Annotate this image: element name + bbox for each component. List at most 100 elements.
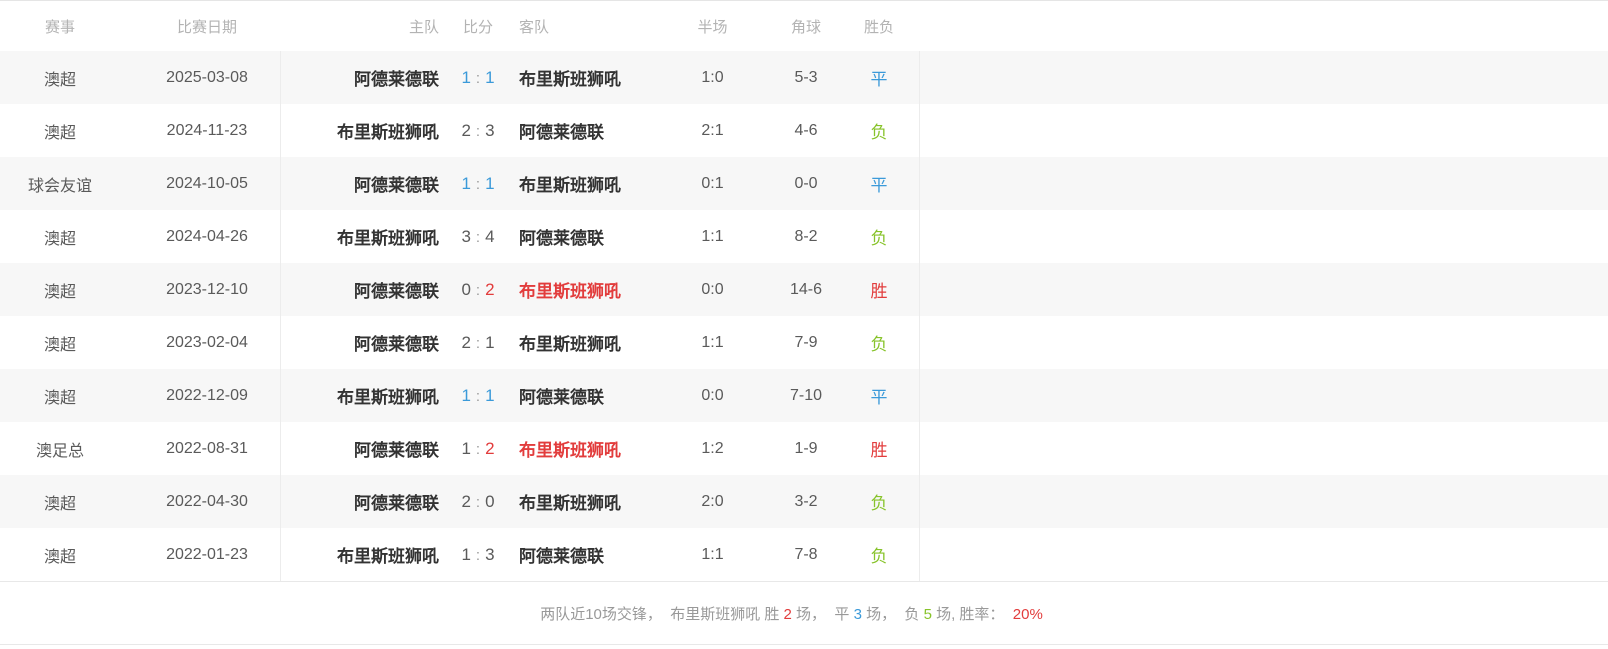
summary-segment: 场， 平 (791, 605, 854, 623)
halftime-cell: 0:0 (701, 280, 724, 298)
halftime-cell: 2:1 (701, 121, 724, 139)
score-colon: : (475, 334, 481, 352)
home-score: 1 (461, 385, 471, 405)
home-team-cell: 阿德莱德联 (354, 70, 439, 89)
away-score: 4 (485, 226, 495, 246)
column-divider-right (919, 51, 920, 581)
date-cell: 2022-08-31 (166, 439, 248, 457)
table-row: 澳超 2022-12-09 布里斯班狮吼 1:1 阿德莱德联 0:0 7-10 … (0, 369, 1608, 422)
away-score: 3 (485, 544, 495, 564)
home-score: 2 (461, 332, 471, 352)
table-row: 澳超 2022-01-23 布里斯班狮吼 1:3 阿德莱德联 1:1 7-8 负 (0, 528, 1608, 581)
table-row: 澳超 2022-04-30 阿德莱德联 2:0 布里斯班狮吼 2:0 3-2 负 (0, 475, 1608, 528)
halftime-cell: 0:1 (701, 174, 724, 192)
date-cell: 2022-12-09 (166, 386, 248, 404)
away-team-cell: 阿德莱德联 (519, 547, 604, 566)
result-cell: 负 (870, 494, 888, 513)
header-competition: 赛事 (44, 18, 75, 36)
score-colon: : (475, 440, 481, 458)
corners-cell: 14-6 (789, 280, 823, 298)
header-corners: 角球 (790, 18, 821, 36)
home-score: 1 (461, 67, 471, 87)
header-date: 比赛日期 (176, 18, 237, 36)
result-cell: 负 (870, 335, 888, 354)
table-row: 澳超 2024-04-26 布里斯班狮吼 3:4 阿德莱德联 1:1 8-2 负 (0, 210, 1608, 263)
corners-cell: 4-6 (794, 121, 818, 139)
summary-segment: 场， 负 (861, 605, 924, 623)
home-team-cell: 阿德莱德联 (354, 494, 439, 513)
home-team-cell: 阿德莱德联 (354, 441, 439, 460)
home-team-cell: 布里斯班狮吼 (337, 547, 439, 566)
halftime-cell: 2:0 (701, 492, 724, 510)
result-cell: 平 (870, 388, 888, 407)
corners-cell: 7-10 (789, 386, 823, 404)
summary-segment: 两队近10场交锋， 布里斯班狮吼 胜 (540, 605, 784, 623)
score-cell: 1:1 (443, 68, 513, 88)
result-cell: 胜 (870, 282, 888, 301)
date-cell: 2024-10-05 (166, 174, 248, 192)
away-team-cell: 布里斯班狮吼 (519, 70, 621, 89)
summary-text: 两队近10场交锋， 布里斯班狮吼 胜 2 场， 平 3 场， 负 5 场, 胜率… (540, 603, 1043, 624)
column-divider-left (280, 51, 281, 581)
score-colon: : (475, 122, 481, 140)
score-colon: : (475, 175, 481, 193)
competition-cell: 澳超 (43, 548, 76, 566)
date-cell: 2022-01-23 (166, 545, 248, 563)
away-team-cell: 阿德莱德联 (519, 123, 604, 142)
date-cell: 2023-12-10 (166, 280, 248, 298)
away-score: 3 (485, 120, 495, 140)
away-score: 1 (485, 173, 495, 193)
table-body: 澳超 2025-03-08 阿德莱德联 1:1 布里斯班狮吼 1:0 5-3 平… (0, 51, 1608, 581)
result-cell: 胜 (870, 441, 888, 460)
score-cell: 2:1 (443, 333, 513, 353)
header-halftime: 半场 (697, 18, 728, 36)
corners-cell: 1-9 (794, 439, 818, 457)
competition-cell: 澳超 (43, 495, 76, 513)
corners-cell: 3-2 (794, 492, 818, 510)
result-cell: 平 (870, 176, 888, 195)
table-row: 澳超 2025-03-08 阿德莱德联 1:1 布里斯班狮吼 1:0 5-3 平 (0, 51, 1608, 104)
competition-cell: 澳足总 (35, 442, 84, 460)
away-team-cell: 布里斯班狮吼 (519, 494, 621, 513)
away-score: 2 (485, 438, 495, 458)
home-score: 1 (461, 438, 471, 458)
competition-cell: 澳超 (43, 336, 76, 354)
away-team-cell: 布里斯班狮吼 (519, 441, 621, 460)
summary-segment: 5 (923, 605, 932, 623)
away-score: 1 (485, 332, 495, 352)
away-team-cell: 布里斯班狮吼 (519, 335, 621, 354)
halftime-cell: 1:1 (701, 545, 724, 563)
result-cell: 平 (870, 70, 888, 89)
competition-cell: 澳超 (43, 71, 76, 89)
away-team-cell: 布里斯班狮吼 (519, 282, 621, 301)
result-cell: 负 (870, 547, 888, 566)
table-row: 澳超 2023-12-10 阿德莱德联 0:2 布里斯班狮吼 0:0 14-6 … (0, 263, 1608, 316)
summary-segment: 3 (853, 605, 862, 623)
home-score: 2 (461, 120, 471, 140)
halftime-cell: 1:1 (701, 227, 724, 245)
home-team-cell: 布里斯班狮吼 (337, 229, 439, 248)
home-team-cell: 阿德莱德联 (354, 176, 439, 195)
away-score: 1 (485, 67, 495, 87)
date-cell: 2022-04-30 (166, 492, 248, 510)
score-colon: : (475, 546, 481, 564)
away-score: 1 (485, 385, 495, 405)
home-team-cell: 布里斯班狮吼 (337, 388, 439, 407)
away-team-cell: 阿德莱德联 (519, 388, 604, 407)
halftime-cell: 1:2 (701, 439, 724, 457)
summary-segment: 20% (1012, 605, 1043, 623)
score-cell: 2:3 (443, 121, 513, 141)
home-score: 3 (461, 226, 471, 246)
header-score: 比分 (462, 18, 493, 36)
table-row: 球会友谊 2024-10-05 阿德莱德联 1:1 布里斯班狮吼 0:1 0-0… (0, 157, 1608, 210)
date-cell: 2025-03-08 (166, 68, 248, 86)
score-colon: : (475, 493, 481, 511)
competition-cell: 澳超 (43, 124, 76, 142)
corners-cell: 5-3 (794, 68, 818, 86)
competition-cell: 球会友谊 (27, 177, 92, 195)
header-away-team: 客队 (519, 18, 550, 36)
table-header: 赛事 比赛日期 主队 比分 客队 半场 角球 胜负 (0, 1, 1608, 51)
score-cell: 0:2 (443, 280, 513, 300)
score-colon: : (475, 281, 481, 299)
